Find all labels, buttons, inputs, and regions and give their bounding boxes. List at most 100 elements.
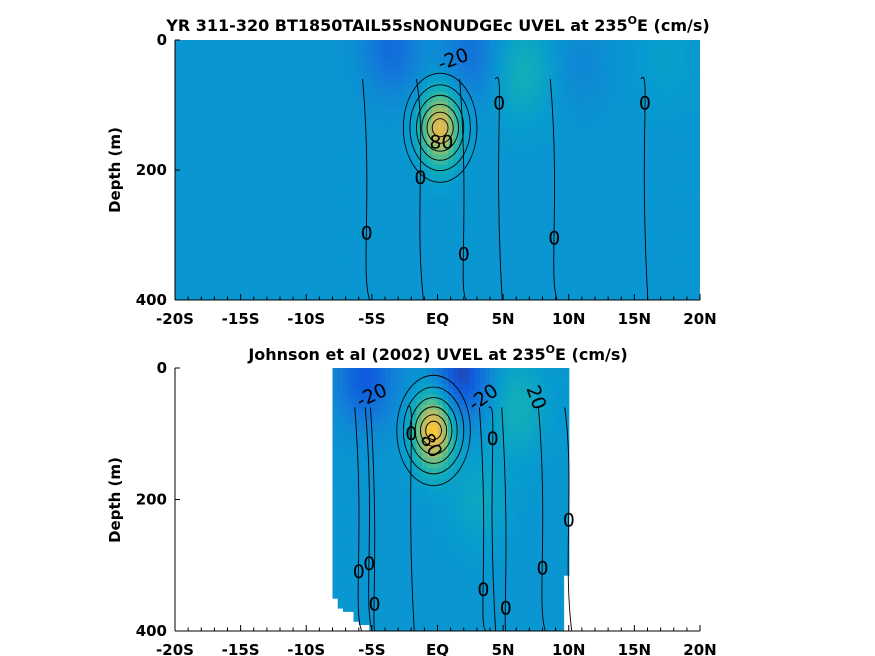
heatmap-cell xyxy=(180,190,187,197)
heatmap-cell xyxy=(295,92,302,98)
heatmap-cell xyxy=(406,55,412,62)
heatmap-cell xyxy=(432,274,439,280)
heatmap-cell xyxy=(679,227,685,233)
heatmap-cell xyxy=(332,216,339,223)
heatmap-cell xyxy=(358,268,365,275)
heatmap-cell xyxy=(427,97,433,103)
heatmap-cell xyxy=(547,227,554,233)
heatmap-cell xyxy=(385,289,391,296)
heatmap-cell xyxy=(222,284,229,291)
heatmap-cell xyxy=(227,180,234,187)
heatmap-cell xyxy=(311,216,318,223)
heatmap-cell xyxy=(500,107,507,114)
heatmap-cell xyxy=(610,216,617,223)
heatmap-cell xyxy=(442,284,449,291)
heatmap-cell xyxy=(238,128,244,135)
heatmap-cell xyxy=(437,263,444,270)
heatmap-cell xyxy=(190,55,197,62)
heatmap-cell xyxy=(353,92,360,98)
heatmap-cell xyxy=(290,128,297,135)
heatmap-cell xyxy=(185,55,192,62)
heatmap-cell xyxy=(584,86,591,93)
heatmap-cell xyxy=(211,258,218,265)
heatmap-cell xyxy=(542,274,549,280)
heatmap-cell xyxy=(264,81,271,88)
heatmap-cell xyxy=(610,211,617,218)
heatmap-cell xyxy=(679,180,685,187)
heatmap-cell xyxy=(652,123,659,129)
heatmap-cell xyxy=(479,144,486,150)
heatmap-cell xyxy=(400,196,407,202)
heatmap-cell xyxy=(505,149,512,155)
heatmap-cell xyxy=(463,185,470,192)
heatmap-cell xyxy=(211,50,218,57)
heatmap-cell xyxy=(689,185,696,192)
heatmap-cell xyxy=(505,76,512,83)
heatmap-cell xyxy=(332,237,339,244)
heatmap-cell xyxy=(584,112,591,119)
heatmap-cell xyxy=(631,138,638,145)
heatmap-cell xyxy=(463,45,470,51)
heatmap-cell xyxy=(532,154,538,161)
heatmap-cell xyxy=(673,112,680,119)
heatmap-cell xyxy=(238,284,244,291)
heatmap-cell xyxy=(652,279,659,285)
heatmap-cell xyxy=(290,118,297,124)
heatmap-cell xyxy=(206,81,213,88)
heatmap-cell xyxy=(211,45,218,51)
heatmap-cell xyxy=(474,237,481,244)
heatmap-cell xyxy=(196,50,202,57)
heatmap-cell xyxy=(453,211,460,218)
heatmap-cell xyxy=(211,149,218,155)
heatmap-cell xyxy=(469,170,475,176)
heatmap-cell xyxy=(584,102,591,109)
heatmap-cell xyxy=(589,159,596,166)
heatmap-cell xyxy=(269,196,276,202)
heatmap-cell xyxy=(495,50,502,57)
heatmap-cell xyxy=(259,258,265,265)
heatmap-cell xyxy=(668,227,675,233)
heatmap-cell xyxy=(663,81,670,88)
heatmap-cell xyxy=(621,232,628,239)
heatmap-cell xyxy=(180,175,187,181)
heatmap-cell xyxy=(579,237,586,244)
heatmap-cell xyxy=(589,97,596,103)
heatmap-cell xyxy=(684,66,691,72)
heatmap-cell xyxy=(637,268,643,275)
heatmap-cell xyxy=(490,242,496,249)
heatmap-cell xyxy=(348,206,355,213)
heatmap-cell xyxy=(642,144,649,150)
heatmap-cell xyxy=(495,40,502,46)
heatmap-cell xyxy=(563,284,570,291)
heatmap-cell xyxy=(448,253,454,259)
heatmap-cell xyxy=(495,123,502,129)
heatmap-cell xyxy=(479,274,486,280)
heatmap-cell xyxy=(301,206,307,213)
heatmap-cell xyxy=(453,66,460,72)
heatmap-cell xyxy=(679,248,685,254)
heatmap-cell xyxy=(579,222,586,228)
heatmap-cell xyxy=(595,97,601,103)
heatmap-cell xyxy=(269,55,276,62)
heatmap-cell xyxy=(185,154,192,161)
heatmap-cell xyxy=(211,40,218,46)
heatmap-cell xyxy=(458,55,465,62)
heatmap-cell xyxy=(301,263,307,270)
heatmap-cell xyxy=(673,196,680,202)
heatmap-cell xyxy=(201,196,208,202)
heatmap-cell xyxy=(322,123,328,129)
heatmap-cell xyxy=(537,211,544,218)
heatmap-cell xyxy=(568,102,575,109)
heatmap-cell xyxy=(469,211,475,218)
heatmap-cell xyxy=(495,253,502,259)
heatmap-cell xyxy=(542,60,549,67)
heatmap-cell xyxy=(406,211,412,218)
heatmap-cell xyxy=(411,222,418,228)
heatmap-cell xyxy=(490,40,496,46)
heatmap-cell xyxy=(206,97,213,103)
heatmap-cell xyxy=(505,50,512,57)
heatmap-cell xyxy=(232,170,239,176)
heatmap-cell xyxy=(652,76,659,83)
heatmap-cell xyxy=(484,123,491,129)
